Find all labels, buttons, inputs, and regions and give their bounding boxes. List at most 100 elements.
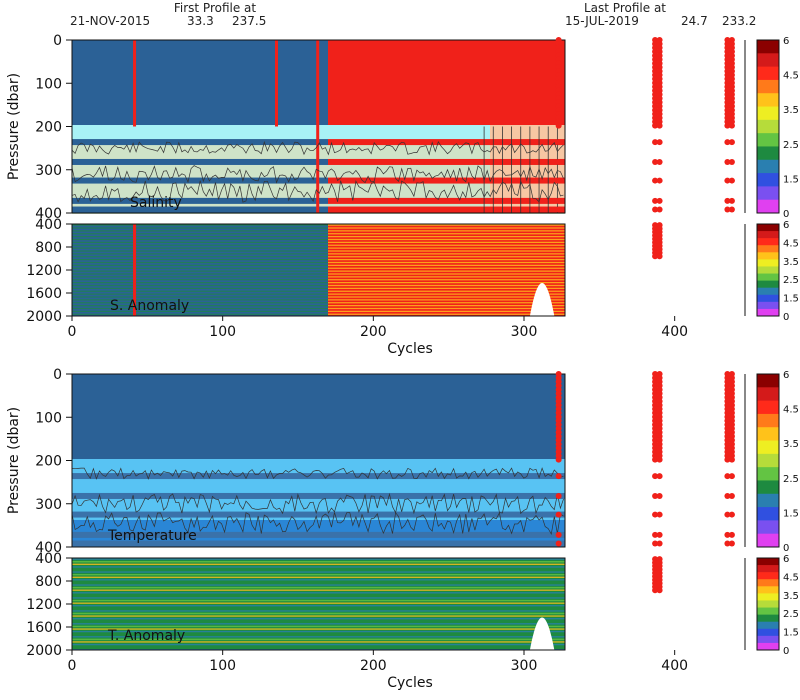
temperature-level-line (72, 492, 565, 499)
salinity-level-line (72, 177, 328, 184)
profile-dot (652, 473, 659, 480)
colorbar-frame (756, 223, 780, 317)
colorbar-swatch (757, 400, 779, 415)
profile-dot (656, 540, 663, 547)
colorbar-swatch (757, 600, 779, 609)
colorbar-label: 2.5 (783, 474, 799, 485)
profile-dot (656, 531, 663, 538)
colorbar-swatch (757, 374, 779, 388)
salinity-red-streak (316, 40, 320, 213)
colorbar-swatch (757, 224, 779, 232)
y-tick-label: 400 (35, 540, 62, 556)
profile-dot (652, 587, 659, 594)
y-tick-label: 100 (35, 76, 62, 92)
y-tick-label: 300 (35, 163, 62, 179)
colorbar-swatch (757, 453, 779, 468)
profile-dot (724, 122, 731, 129)
colorbar-swatch (757, 53, 779, 68)
profile-dot (656, 177, 663, 184)
colorbar-label: 4.5 (783, 572, 799, 583)
profile-dot (652, 177, 659, 184)
colorbar-swatch (757, 133, 779, 147)
first-profile-date: 21-NOV-2015 (70, 14, 150, 28)
y-axis-label: Pressure (dbar) (6, 73, 22, 180)
colorbar-swatch (757, 586, 779, 594)
axes: 0 100 200 300 400 Pressure (dbar) 400 800 1200 16… (6, 33, 688, 691)
salinity-contour (71, 165, 564, 184)
colorbar-swatch (757, 507, 779, 521)
temperature-contours (71, 467, 564, 536)
y-tick-label: 1600 (26, 620, 62, 636)
salinity-level-line (72, 197, 328, 204)
profile-dot (728, 492, 735, 499)
colorbar-swatch (757, 93, 779, 108)
profile-dot (652, 253, 659, 260)
colorbar-swatch (757, 159, 779, 174)
profile-dot (724, 456, 731, 463)
colorbar-label: 2.5 (783, 140, 799, 151)
profile-dot (728, 473, 735, 480)
y-tick-label: 200 (35, 454, 62, 470)
x-tick-label: 100 (209, 658, 236, 674)
profile-dot (555, 473, 562, 480)
colorbar-swatch (757, 266, 779, 275)
colorbar-label: 6 (783, 220, 789, 231)
colorbar-swatch (757, 308, 779, 317)
colorbar-label: 3.5 (783, 105, 799, 116)
profile-dot (652, 511, 659, 518)
profile-dot (728, 540, 735, 547)
y-axis-label: Pressure (dbar) (6, 407, 22, 514)
y-tick-label: 800 (35, 240, 62, 256)
colorbar-swatch (757, 607, 779, 616)
colorbar-label: 6 (783, 370, 789, 381)
y-tick-label: 1200 (26, 263, 62, 279)
profile-dot (555, 158, 562, 165)
colorbar-swatch (757, 294, 779, 303)
colorbar-swatch (757, 301, 779, 310)
profile-dot (728, 197, 735, 204)
profile-dot (656, 122, 663, 129)
colorbar-swatch (757, 146, 779, 161)
x-tick-label: 200 (360, 658, 387, 674)
profile-dot (555, 531, 562, 538)
temperature-label: Temperature (107, 528, 197, 544)
salinity-level-line-red (328, 139, 565, 146)
colorbar-swatch (757, 245, 779, 253)
colorbar-swatch (757, 614, 779, 623)
colorbar-swatch (757, 119, 779, 134)
colorbar-swatch (757, 259, 779, 267)
profile-dot (656, 587, 663, 594)
last-profile-date: 15-JUL-2019 (565, 14, 639, 28)
salinity-top-red (328, 40, 565, 125)
profile-dot (656, 492, 663, 499)
colorbar-swatch (757, 427, 779, 442)
colorbar-label: 1.5 (783, 508, 799, 519)
profile-dot (656, 197, 663, 204)
profile-dot (656, 158, 663, 165)
profile-dot (652, 139, 659, 146)
profile-dot (728, 206, 735, 213)
colorbar-label: 6 (783, 554, 789, 565)
salinity-level-line-red (328, 177, 565, 184)
colorbar-frame (756, 39, 780, 214)
profile-dot (728, 511, 735, 518)
profile-dot (728, 158, 735, 165)
s-anomaly-red-streak (133, 224, 137, 316)
profile-dot (555, 456, 562, 463)
x-tick-label: 400 (661, 324, 688, 340)
profile-dot (652, 158, 659, 165)
t-anomaly-stripes (72, 558, 565, 651)
profile-dot (656, 139, 663, 146)
colorbar-swatch (757, 621, 779, 630)
profile-dot (555, 511, 562, 518)
profile-dot (724, 492, 731, 499)
y-tick-label: 0 (53, 33, 62, 49)
colorbar-swatch (757, 173, 779, 187)
colorbar-swatch (757, 66, 779, 81)
profile-dot (555, 177, 562, 184)
colorbar-label: 0 (783, 543, 789, 554)
salinity-level-line (72, 139, 328, 146)
profile-dot (724, 206, 731, 213)
profile-dot (724, 531, 731, 538)
first-profile-title: First Profile at (174, 1, 257, 15)
